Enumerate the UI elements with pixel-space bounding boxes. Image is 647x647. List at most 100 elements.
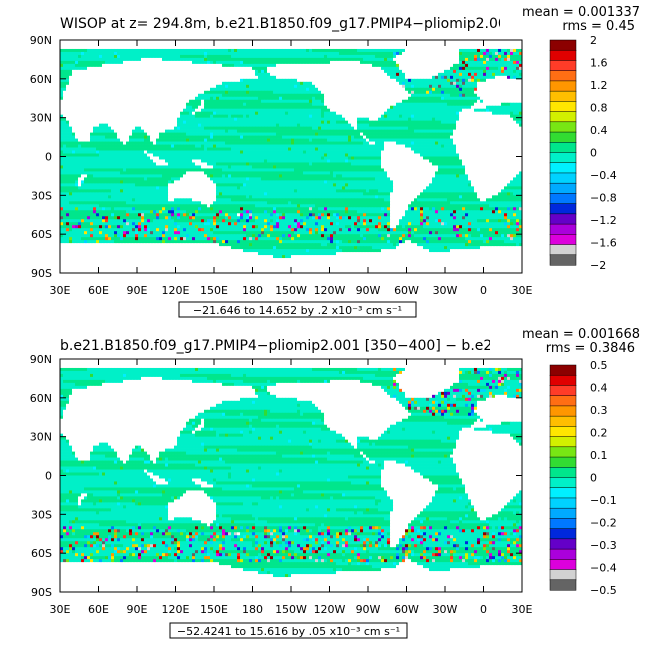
map-cell bbox=[333, 132, 337, 136]
map-cell bbox=[75, 126, 79, 130]
map-cell bbox=[315, 117, 319, 122]
map-cell bbox=[330, 60, 334, 65]
map-cell bbox=[318, 48, 322, 53]
map-cell bbox=[369, 99, 373, 104]
map-cell bbox=[252, 126, 256, 130]
map-cell bbox=[222, 69, 226, 74]
map-cell bbox=[144, 135, 148, 139]
map-cell bbox=[468, 126, 472, 130]
map-cell bbox=[423, 129, 427, 133]
map-cell bbox=[195, 135, 199, 139]
map-cell bbox=[153, 93, 157, 98]
map-cell bbox=[426, 40, 430, 44]
map-cell bbox=[465, 120, 469, 124]
map-cell bbox=[84, 51, 88, 56]
map-cell bbox=[177, 117, 181, 122]
map-cell bbox=[213, 120, 217, 124]
map-cell bbox=[207, 117, 211, 122]
map-cell bbox=[69, 84, 73, 89]
map-cell bbox=[357, 111, 361, 116]
map-cell bbox=[231, 84, 235, 89]
map-cell bbox=[414, 51, 418, 56]
map-cell bbox=[339, 57, 343, 62]
map-cell bbox=[501, 93, 505, 98]
map-cell bbox=[300, 54, 304, 59]
map-cell bbox=[330, 63, 334, 68]
map-cell bbox=[144, 93, 148, 98]
map-cell bbox=[489, 75, 493, 80]
map-cell bbox=[105, 42, 109, 47]
map-cell bbox=[465, 75, 469, 80]
map-cell bbox=[264, 99, 268, 104]
map-cell bbox=[366, 105, 370, 110]
map-cell bbox=[429, 57, 433, 62]
map-cell bbox=[153, 108, 157, 113]
map-cell bbox=[195, 105, 199, 110]
map-cell bbox=[216, 90, 220, 95]
map-cell bbox=[279, 93, 283, 98]
map-cell bbox=[339, 78, 343, 83]
map-cell bbox=[300, 99, 304, 104]
map-cell bbox=[315, 54, 319, 59]
map-cell bbox=[456, 75, 460, 80]
map-cell bbox=[513, 117, 517, 122]
map-cell bbox=[201, 123, 205, 127]
map-cell bbox=[435, 120, 439, 124]
map-cell bbox=[351, 78, 355, 83]
map-cell bbox=[480, 117, 484, 122]
map-cell bbox=[105, 84, 109, 89]
map-cell bbox=[216, 48, 220, 53]
map-cell bbox=[165, 114, 169, 119]
map-cell bbox=[135, 129, 139, 133]
map-cell bbox=[438, 93, 442, 98]
map-cell bbox=[483, 45, 487, 50]
map-cell bbox=[255, 45, 259, 50]
map-cell bbox=[465, 117, 469, 122]
map-cell bbox=[258, 102, 262, 107]
map-cell bbox=[123, 72, 127, 77]
map-cell bbox=[252, 69, 256, 74]
map-cell bbox=[447, 108, 451, 113]
map-cell bbox=[150, 51, 154, 56]
map-cell bbox=[336, 108, 340, 113]
map-cell bbox=[336, 60, 340, 65]
map-cell bbox=[414, 66, 418, 71]
map-cell bbox=[198, 111, 202, 116]
map-cell bbox=[486, 72, 490, 77]
map-cell bbox=[306, 40, 310, 44]
map-cell bbox=[267, 69, 271, 74]
map-cell bbox=[321, 105, 325, 110]
map-cell bbox=[297, 84, 301, 89]
map-cell bbox=[480, 108, 484, 113]
map-cell bbox=[189, 114, 193, 119]
map-cell bbox=[468, 45, 472, 50]
map-cell bbox=[399, 87, 403, 92]
map-cell bbox=[162, 105, 166, 110]
map-cell bbox=[219, 78, 223, 83]
map-cell bbox=[399, 96, 403, 101]
map-cell bbox=[444, 69, 448, 74]
map-cell bbox=[429, 132, 433, 136]
map-cell bbox=[483, 66, 487, 71]
map-cell bbox=[261, 87, 265, 92]
map-cell bbox=[504, 96, 508, 101]
map-cell bbox=[105, 51, 109, 56]
map-cell bbox=[219, 81, 223, 86]
map-cell bbox=[354, 129, 358, 133]
map-cell bbox=[189, 108, 193, 113]
map-cell bbox=[474, 105, 478, 110]
map-cell bbox=[171, 48, 175, 53]
map-cell bbox=[345, 114, 349, 119]
map-cell bbox=[261, 75, 265, 80]
map-cell bbox=[477, 84, 481, 89]
map-cell bbox=[189, 63, 193, 68]
map-cell bbox=[177, 93, 181, 98]
map-cell bbox=[270, 57, 274, 62]
map-cell bbox=[126, 57, 130, 62]
map-cell bbox=[378, 129, 382, 133]
map-cell bbox=[291, 78, 295, 83]
map-cell bbox=[87, 96, 91, 101]
map-cell bbox=[408, 51, 412, 56]
map-cell bbox=[429, 105, 433, 110]
map-cell bbox=[498, 54, 502, 59]
